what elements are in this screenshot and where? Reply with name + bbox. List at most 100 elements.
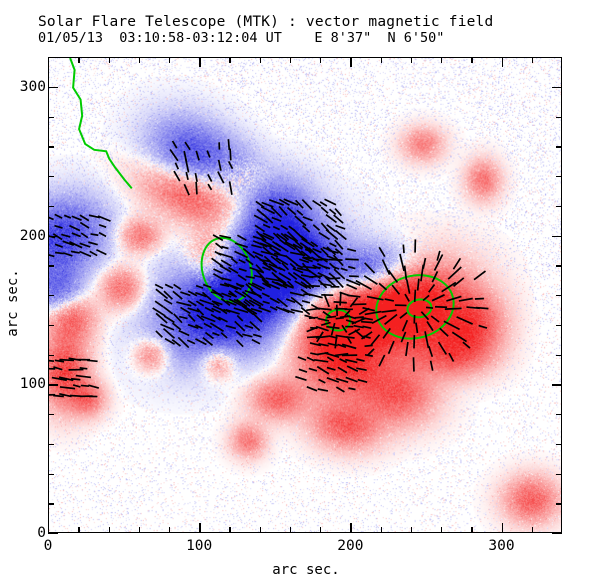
y-tick-left: [48, 146, 54, 148]
field-vector: [355, 279, 372, 291]
field-vector: [219, 308, 228, 315]
field-vector: [447, 266, 462, 280]
field-vector: [456, 316, 473, 325]
y-tick-right: [556, 116, 562, 118]
x-tick-top: [410, 57, 413, 63]
field-vector: [173, 313, 183, 324]
field-vector: [306, 386, 318, 392]
field-vector: [262, 266, 271, 271]
y-tick-right: [556, 354, 562, 356]
field-vector: [154, 283, 164, 290]
field-vector: [320, 282, 332, 287]
y-tick-right: [556, 176, 562, 178]
field-vector: [387, 269, 399, 283]
y-axis-tick-label: 100: [19, 376, 46, 393]
y-tick-left: [48, 205, 54, 208]
x-tick-bottom: [48, 523, 50, 533]
field-vector: [220, 298, 231, 307]
field-vector: [88, 214, 100, 219]
x-tick-top: [229, 57, 231, 63]
x-tick-bottom: [108, 527, 110, 533]
field-vector: [227, 139, 231, 150]
field-vector: [262, 223, 271, 229]
field-vector: [174, 162, 180, 170]
field-vector: [308, 367, 318, 372]
x-tick-top: [289, 57, 292, 63]
field-vector: [424, 331, 430, 349]
y-axis-tick-label: 200: [19, 227, 46, 244]
y-tick-left: [48, 324, 54, 327]
field-vector: [203, 322, 213, 329]
field-vector: [339, 291, 342, 306]
field-vector: [268, 265, 278, 274]
field-vector: [326, 224, 337, 232]
field-vector: [345, 358, 358, 364]
field-vector: [326, 377, 340, 383]
field-vector: [53, 394, 64, 398]
field-vector: [348, 328, 361, 336]
field-vector: [320, 206, 329, 214]
field-vector: [337, 366, 348, 374]
field-vector: [213, 268, 223, 275]
field-vector: [290, 296, 304, 308]
field-vector: [441, 281, 457, 293]
field-vector: [399, 253, 405, 272]
field-vector: [371, 314, 387, 325]
x-axis-tick-label: 200: [337, 538, 364, 554]
field-vector: [61, 233, 71, 238]
field-vector: [220, 259, 232, 267]
field-vector: [357, 378, 368, 384]
field-vector: [178, 315, 188, 320]
x-tick-bottom: [471, 527, 473, 533]
y-tick-right: [552, 235, 562, 237]
field-vector: [431, 294, 445, 302]
field-vector: [446, 295, 462, 302]
field-vector: [180, 291, 191, 297]
field-vector: [243, 305, 258, 315]
field-vector: [304, 314, 316, 320]
x-tick-bottom: [350, 523, 352, 533]
field-vector: [152, 307, 166, 317]
contour-layer: [69, 58, 455, 340]
field-vector: [282, 283, 294, 289]
x-axis-tick-label: 100: [186, 538, 213, 554]
field-vector: [315, 325, 329, 332]
field-vector: [261, 201, 274, 208]
x-tick-bottom: [168, 527, 171, 533]
field-vector: [217, 252, 234, 259]
field-vector: [366, 295, 384, 301]
x-tick-top: [380, 57, 382, 63]
field-vector: [360, 316, 373, 321]
field-vector: [428, 283, 436, 293]
field-vector: [362, 325, 372, 329]
field-vector: [323, 293, 330, 308]
field-vector: [334, 208, 342, 217]
field-vector: [328, 277, 341, 280]
y-tick-right: [552, 384, 562, 386]
field-vector: [155, 312, 168, 324]
field-vector: [321, 321, 331, 326]
field-vector: [270, 255, 282, 265]
field-vector: [405, 279, 411, 294]
y-tick-right: [556, 414, 562, 416]
field-vector: [299, 258, 310, 264]
field-vector: [322, 265, 331, 270]
field-vector: [164, 337, 176, 345]
field-vector: [349, 297, 359, 308]
y-axis-title: arc sec.: [5, 269, 21, 337]
field-vector: [172, 290, 183, 300]
field-vector: [294, 215, 307, 227]
field-vector: [49, 216, 54, 221]
field-vector: [221, 245, 229, 250]
field-vector: [79, 221, 90, 229]
field-vector: [346, 336, 353, 344]
field-vector: [444, 307, 462, 310]
field-vector: [258, 306, 271, 313]
field-vector: [79, 250, 92, 258]
field-vector: [221, 277, 232, 282]
field-vector: [62, 252, 73, 257]
x-tick-top: [471, 57, 473, 63]
field-vector: [98, 231, 107, 238]
field-vector: [328, 258, 343, 261]
field-vector: [306, 326, 319, 333]
